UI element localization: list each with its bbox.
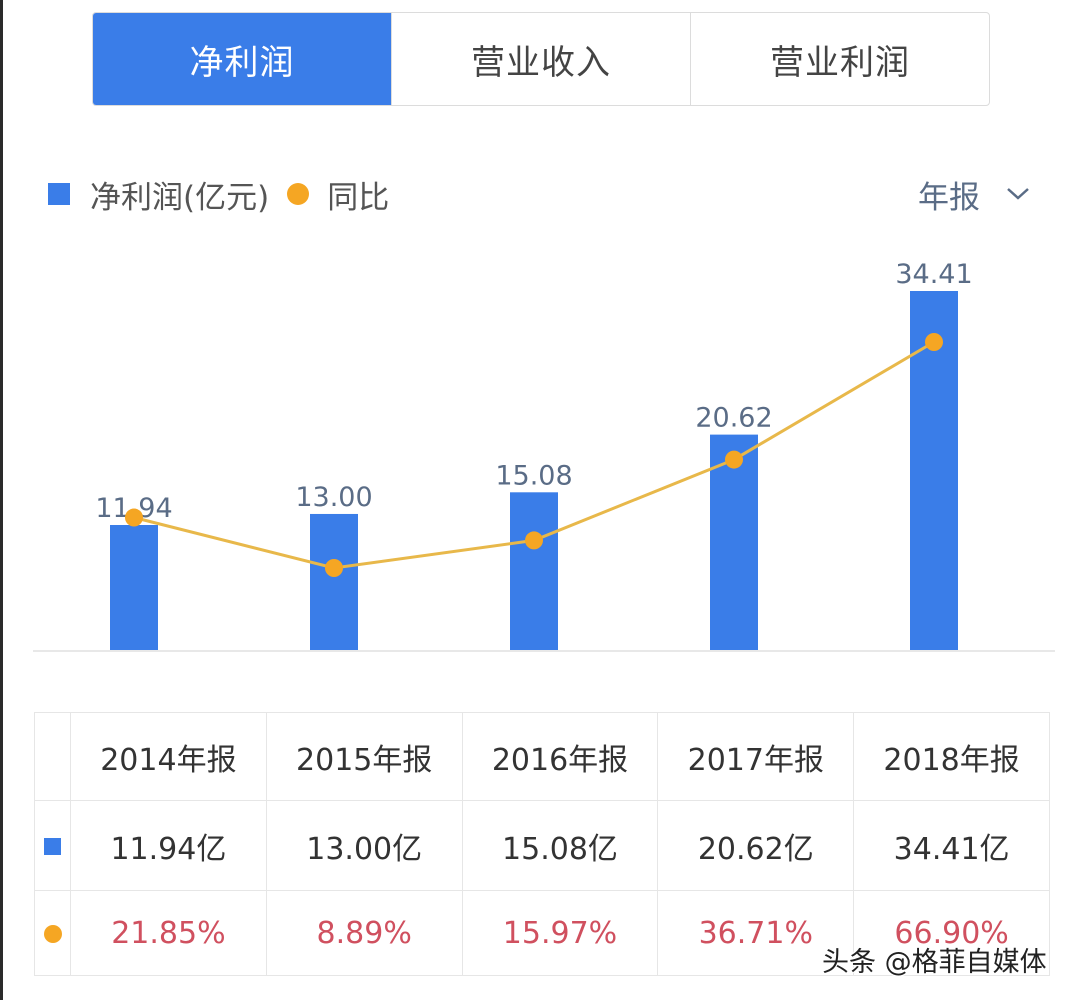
screen-edge (0, 0, 3, 1000)
header-2014: 2014年报 (70, 712, 267, 801)
yoy-point[interactable] (925, 333, 943, 351)
header-2018: 2018年报 (853, 712, 1050, 801)
line-dot-icon (43, 924, 62, 943)
data-table: 2014年报 2015年报 2016年报 2017年报 2018年报 11.94… (34, 712, 1050, 976)
bar-legend-label: 净利润(亿元) (90, 179, 270, 216)
yoy-point[interactable] (525, 531, 543, 550)
period-dropdown[interactable]: 年报 (918, 172, 1030, 216)
table-header-row: 2014年报 2015年报 2016年报 2017年报 2018年报 (34, 712, 1050, 801)
yoy-marker-cell (34, 890, 71, 976)
header-2016: 2016年报 (461, 712, 659, 801)
bar-value-label: 13.00 (295, 482, 372, 513)
line-legend-dot-icon (287, 183, 310, 205)
yoy-2014: 21.85% (70, 890, 267, 976)
bar-2014年报[interactable] (110, 525, 158, 650)
bar-2017年报[interactable] (710, 434, 758, 650)
tab-revenue[interactable]: 营业收入 (391, 13, 690, 105)
yoy-point[interactable] (325, 559, 343, 577)
bar-value-label: 20.62 (695, 403, 772, 434)
yoy-points (125, 333, 943, 577)
yoy-point[interactable] (725, 450, 743, 469)
table-row-yoy: 21.85% 8.89% 15.97% 36.71% 66.90% (34, 890, 1050, 976)
bar-value-label: 15.08 (495, 460, 572, 491)
tab-net-profit[interactable]: 净利润 (93, 13, 391, 105)
yoy-2017: 36.71% (657, 890, 855, 976)
chevron-down-icon (1007, 188, 1029, 200)
period-label: 年报 (918, 179, 980, 216)
bar-value-label: 34.41 (895, 259, 972, 290)
table-row-net-profit: 11.94亿 13.00亿 15.08亿 20.62亿 34.41亿 (34, 800, 1050, 891)
watermark: 头条 @格菲自媒体 (822, 947, 1047, 978)
chart-legend: 净利润(亿元) 同比 (48, 172, 389, 216)
header-2017: 2017年报 (657, 712, 855, 801)
net-profit-2015: 13.00亿 (265, 800, 463, 891)
bar-square-icon (44, 838, 61, 855)
line-legend-label: 同比 (327, 179, 390, 216)
metric-tabs: 净利润 营业收入 营业利润 (92, 12, 990, 106)
yoy-point[interactable] (125, 508, 143, 527)
tab-operating-profit[interactable]: 营业利润 (690, 13, 989, 105)
bar-2015年报[interactable] (310, 513, 358, 650)
net-profit-2014: 11.94亿 (70, 800, 267, 891)
net-profit-marker-cell (34, 800, 71, 891)
bar-2016年报[interactable] (510, 492, 558, 650)
net-profit-2018: 34.41亿 (853, 800, 1050, 891)
net-profit-2016: 15.08亿 (461, 800, 659, 891)
yoy-2018: 66.90% (853, 890, 1050, 976)
header-2015: 2015年报 (265, 712, 463, 801)
yoy-2015: 8.89% (265, 890, 463, 976)
net-profit-2017: 20.62亿 (657, 800, 855, 891)
header-corner-cell (34, 712, 71, 801)
yoy-2016: 15.97% (461, 890, 659, 976)
bar-legend-square-icon (48, 183, 70, 205)
